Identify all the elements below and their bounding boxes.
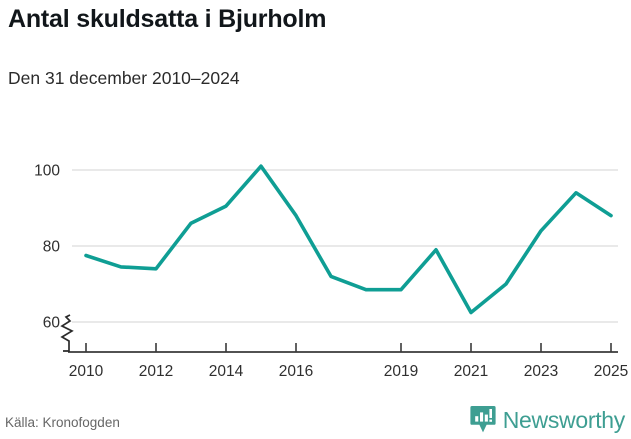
gridlines [72,169,618,323]
source-note: Källa: Kronofogden [5,415,120,430]
x-axis-labels: 2010 2012 2014 2016 2019 2021 2023 2025 [69,363,628,380]
logo-wordmark: Newsworthy [502,406,626,433]
y-axis-labels: 60 80 100 [34,163,60,332]
y-axis-tick-label: 80 [43,239,61,256]
newsworthy-logo[interactable]: Newsworthy [470,405,625,435]
x-axis [68,343,618,353]
x-axis-tick-label: 2021 [454,363,488,380]
y-axis-tick-label: 60 [43,315,61,332]
axis-break-icon [60,314,74,352]
x-axis-tick-label: 2014 [209,363,244,380]
x-axis-tick-label: 2016 [279,363,313,380]
x-axis-tick-label: 2023 [524,363,558,380]
x-axis-tick-label: 2025 [594,363,628,380]
map-pin-bar-chart-icon [470,406,496,433]
data-line-series-1 [84,164,613,315]
y-axis-tick-label: 100 [34,163,60,180]
page-title: Antal skuldsatta i Bjurholm [8,5,327,33]
chart-subtitle: Den 31 december 2010–2024 [8,68,240,88]
x-axis-tick-label: 2010 [69,363,104,380]
x-axis-tick-label: 2019 [384,363,418,380]
x-axis-tick-label: 2012 [139,363,173,380]
